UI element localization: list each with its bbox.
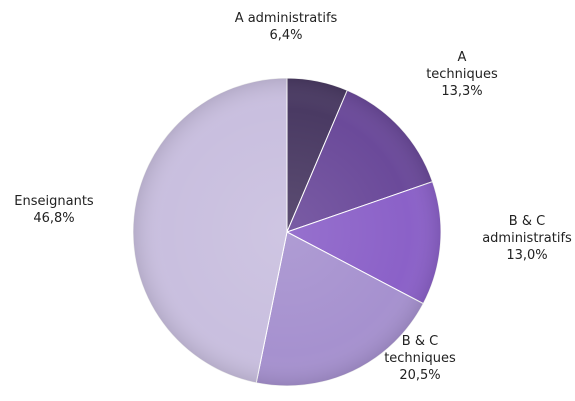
pie-label-category: Enseignants: [14, 194, 94, 209]
pie-label-value: 13,0%: [506, 248, 547, 263]
pie-label-5: Enseignants 46,8%: [14, 194, 94, 226]
pie-slices: [132, 77, 442, 387]
pie-label-4: B & C techniques 20,5%: [384, 334, 456, 383]
pie-label-1: A administratifs 6,4%: [235, 11, 338, 43]
pie-label-category: B & C: [402, 334, 438, 349]
pie-slice-5: [132, 77, 288, 384]
pie-label-category: A: [458, 50, 467, 65]
pie-label-value: 6,4%: [269, 28, 302, 43]
pie-label-value: 20,5%: [399, 368, 440, 383]
pie-labels: A administratifs 6,4% A techniques 13,3% B & …: [14, 11, 572, 383]
pie-label-category: administratifs: [482, 231, 572, 246]
pie-label-category: B & C: [509, 214, 545, 229]
pie-label-value: 13,3%: [441, 84, 482, 99]
pie-label-value: 46,8%: [33, 211, 74, 226]
pie-label-category: A administratifs: [235, 11, 338, 26]
pie-label-3: B & C administratifs 13,0%: [482, 214, 572, 263]
pie-label-category: techniques: [426, 67, 498, 82]
pie-label-category: techniques: [384, 351, 456, 366]
